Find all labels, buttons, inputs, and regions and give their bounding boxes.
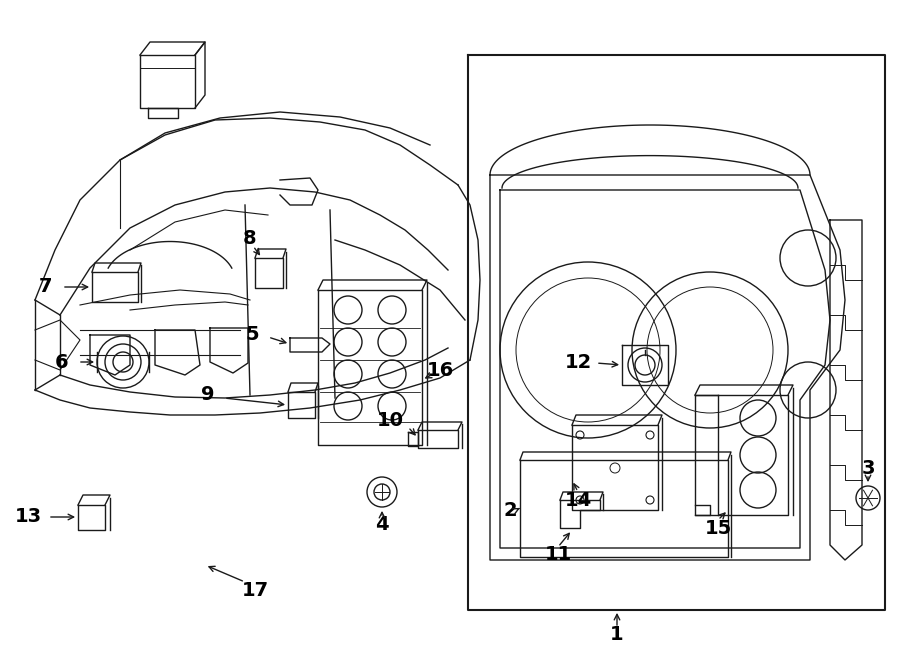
Text: 16: 16 bbox=[427, 360, 454, 379]
Text: 6: 6 bbox=[55, 352, 68, 371]
Text: 17: 17 bbox=[241, 580, 268, 600]
Text: 3: 3 bbox=[861, 459, 875, 477]
Text: 5: 5 bbox=[245, 325, 259, 344]
Text: 15: 15 bbox=[705, 518, 732, 537]
Text: 10: 10 bbox=[376, 410, 403, 430]
Text: 9: 9 bbox=[202, 385, 215, 405]
Text: 1: 1 bbox=[610, 625, 624, 644]
Text: 12: 12 bbox=[564, 352, 591, 371]
Text: 14: 14 bbox=[564, 490, 591, 510]
Text: 8: 8 bbox=[243, 229, 256, 247]
Text: 2: 2 bbox=[503, 500, 517, 520]
Text: 7: 7 bbox=[38, 278, 52, 297]
Text: 13: 13 bbox=[14, 508, 41, 527]
Text: 11: 11 bbox=[544, 545, 572, 564]
Text: 4: 4 bbox=[375, 516, 389, 535]
